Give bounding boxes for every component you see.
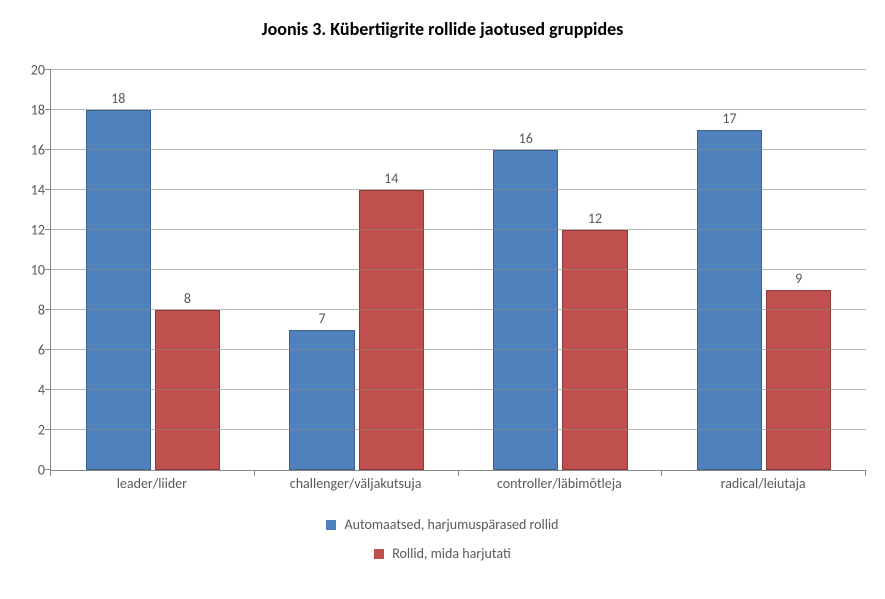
bar: 14 [359, 190, 424, 470]
bar-group: 179 [662, 70, 866, 470]
y-tick-label: 12 [31, 222, 45, 239]
bars: 188 [51, 70, 255, 470]
gridline [51, 389, 866, 390]
y-tick-mark [45, 429, 51, 430]
y-tick-mark [45, 349, 51, 350]
y-tick-label: 8 [38, 302, 45, 319]
gridline [51, 109, 866, 110]
legend-item: Automaatsed, harjumuspärased rollid [326, 516, 558, 533]
y-tick-label: 20 [31, 62, 45, 79]
bar-group: 188 [51, 70, 255, 470]
chart-container: Joonis 3. Kübertiigrite rollide jaotused… [0, 0, 885, 599]
bar-group: 1612 [459, 70, 663, 470]
bar-value-label: 18 [111, 90, 125, 107]
y-tick-label: 14 [31, 182, 45, 199]
gridline [51, 149, 866, 150]
bar-value-label: 14 [384, 170, 398, 187]
y-tick-mark [45, 69, 51, 70]
x-axis-labels: leader/liiderchallenger/väljakutsujacont… [50, 475, 865, 492]
y-tick-mark [45, 189, 51, 190]
gridline [51, 69, 866, 70]
gridline [51, 229, 866, 230]
bars: 1612 [459, 70, 663, 470]
bars: 179 [662, 70, 866, 470]
legend-label: Automaatsed, harjumuspärased rollid [344, 516, 558, 533]
gridline [51, 349, 866, 350]
y-tick-label: 0 [38, 462, 45, 479]
bar-value-label: 7 [318, 310, 325, 327]
y-tick-label: 18 [31, 102, 45, 119]
bar: 9 [766, 290, 831, 470]
bar: 12 [562, 230, 627, 470]
x-axis-label: challenger/väljakutsuja [254, 475, 458, 492]
legend-label: Rollid, mida harjutati [392, 545, 511, 562]
bar: 17 [697, 130, 762, 470]
y-tick-mark [45, 269, 51, 270]
bar-value-label: 12 [588, 210, 602, 227]
y-tick-mark [45, 389, 51, 390]
bar: 7 [289, 330, 354, 470]
y-tick-label: 16 [31, 142, 45, 159]
x-tick-mark [865, 470, 866, 476]
y-tick-label: 2 [38, 422, 45, 439]
y-tick-mark [45, 149, 51, 150]
bars: 714 [255, 70, 459, 470]
gridline [51, 309, 866, 310]
bar-value-label: 8 [184, 290, 191, 307]
bar-value-label: 16 [519, 130, 533, 147]
bar-value-label: 17 [722, 110, 736, 127]
legend: Automaatsed, harjumuspärased rollid Rolli… [0, 510, 885, 568]
plot-area: 1887141612179 02468101214161820 [50, 70, 866, 471]
y-tick-label: 4 [38, 382, 45, 399]
y-tick-label: 10 [31, 262, 45, 279]
y-tick-label: 6 [38, 342, 45, 359]
x-axis-label: leader/liider [50, 475, 254, 492]
x-axis-label: radical/leiutaja [661, 475, 865, 492]
legend-swatch [326, 520, 336, 530]
gridline [51, 269, 866, 270]
legend-swatch [374, 549, 384, 559]
legend-item: Rollid, mida harjutati [374, 545, 511, 562]
gridline [51, 429, 866, 430]
x-axis-label: controller/läbimõtleja [458, 475, 662, 492]
bar: 18 [86, 110, 151, 470]
y-tick-mark [45, 309, 51, 310]
gridline [51, 189, 866, 190]
chart-title: Joonis 3. Kübertiigrite rollide jaotused… [0, 0, 885, 40]
y-tick-mark [45, 229, 51, 230]
bar: 8 [155, 310, 220, 470]
bar-groups: 1887141612179 [51, 70, 866, 470]
bar: 16 [493, 150, 558, 470]
bar-group: 714 [255, 70, 459, 470]
y-tick-mark [45, 109, 51, 110]
bar-value-label: 9 [795, 270, 802, 287]
